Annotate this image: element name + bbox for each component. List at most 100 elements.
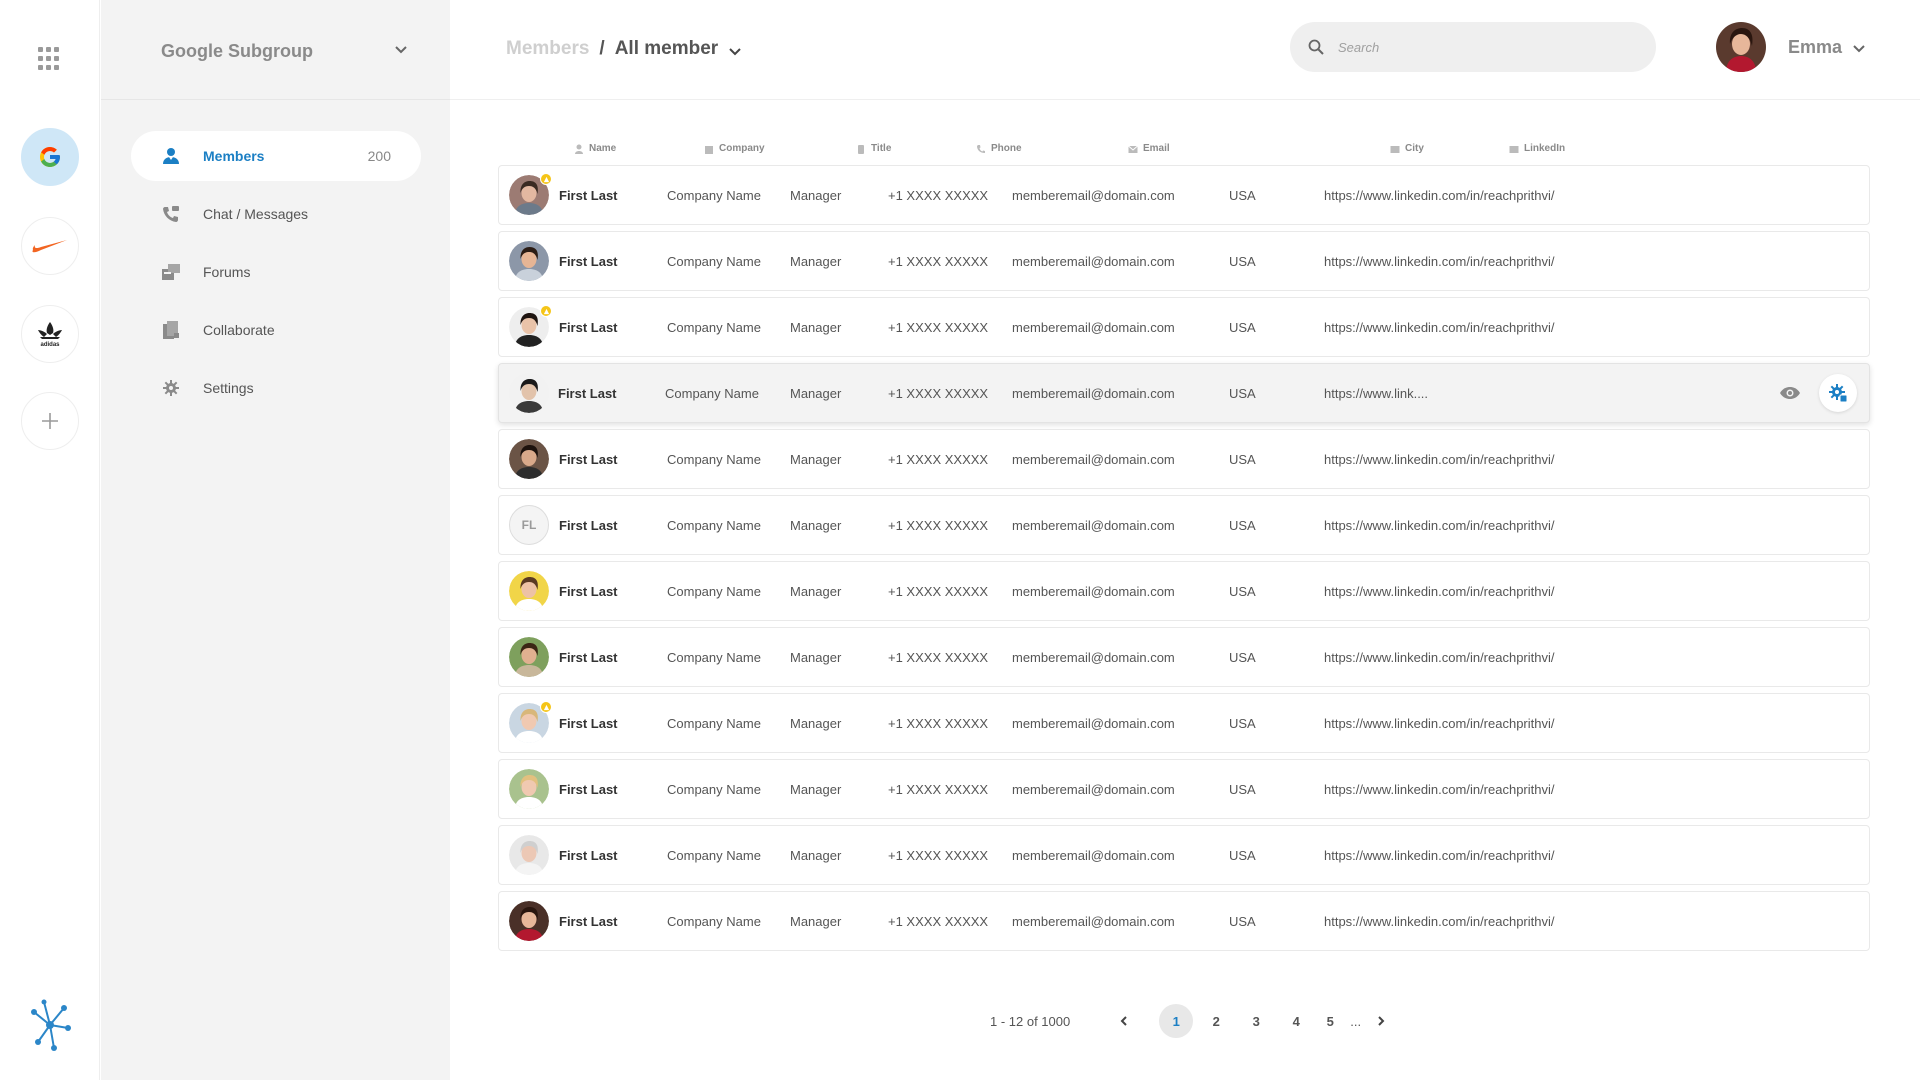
table-row[interactable]: First Last Company Name Manager +1 XXXX XXX… <box>498 759 1870 819</box>
cell-phone: +1 XXXX XXXXX <box>888 715 989 731</box>
add-org-button[interactable] <box>21 392 79 450</box>
member-avatar <box>509 769 549 809</box>
cell-name: First Last <box>559 583 618 599</box>
cell-linkedin[interactable]: https://www.linkedin.com/in/reachprithvi… <box>1324 649 1555 665</box>
cell-email[interactable]: memberemail@domain.com <box>1012 187 1175 203</box>
cell-city: USA <box>1229 385 1256 401</box>
column-header-city[interactable]: City <box>1390 143 1424 154</box>
cell-linkedin[interactable]: https://www.link.... <box>1324 385 1429 401</box>
cell-email[interactable]: memberemail@domain.com <box>1012 715 1175 731</box>
cell-email[interactable]: memberemail@domain.com <box>1012 913 1175 929</box>
column-header-email[interactable]: Email <box>1128 143 1170 154</box>
column-header-title[interactable]: Title <box>856 143 891 154</box>
cell-linkedin[interactable]: https://www.linkedin.com/in/reachprithvi… <box>1324 715 1555 731</box>
cell-email[interactable]: memberemail@domain.com <box>1012 319 1175 335</box>
breadcrumb-current-filter[interactable]: All member <box>614 38 719 59</box>
grid-dots-icon[interactable] <box>38 47 62 71</box>
network-icon[interactable] <box>26 998 74 1052</box>
table-row[interactable]: First Last Company Name Manager +1 XXXX XXX… <box>498 297 1870 357</box>
table-row[interactable]: First Last Company Name Manager +1 XXXX XXX… <box>498 891 1870 951</box>
table-row[interactable]: First Last Company Name Manager +1 XXXX XXX… <box>498 429 1870 489</box>
sidebar-item-label: Members <box>203 148 265 164</box>
sidebar-item-members[interactable]: Members 200 <box>131 131 421 181</box>
sidebar-divider <box>101 99 450 100</box>
cell-email[interactable]: memberemail@domain.com <box>1012 847 1175 863</box>
page-3-button[interactable]: 3 <box>1252 1013 1260 1029</box>
cell-name: First Last <box>559 187 618 203</box>
cell-linkedin[interactable]: https://www.linkedin.com/in/reachprithvi… <box>1324 583 1555 599</box>
cell-company: Company Name <box>667 583 761 599</box>
page-4-button[interactable]: 4 <box>1292 1013 1300 1029</box>
next-page-button[interactable] <box>1369 1009 1393 1033</box>
group-selector[interactable]: Google Subgroup <box>161 38 407 64</box>
cell-linkedin[interactable]: https://www.linkedin.com/in/reachprithvi… <box>1324 913 1555 929</box>
admin-badge-icon <box>540 305 552 317</box>
cell-email[interactable]: memberemail@domain.com <box>1012 517 1175 533</box>
org-google-button[interactable] <box>21 128 79 186</box>
page-2-button[interactable]: 2 <box>1212 1013 1220 1029</box>
prev-page-button[interactable] <box>1112 1009 1136 1033</box>
column-header-company[interactable]: Company <box>704 143 765 154</box>
plus-icon <box>42 413 58 429</box>
org-nike-button[interactable] <box>21 217 79 275</box>
cell-linkedin[interactable]: https://www.linkedin.com/in/reachprithvi… <box>1324 319 1555 335</box>
org-adidas-button[interactable]: adidas <box>21 305 79 363</box>
sidebar-item-label: Settings <box>203 380 254 396</box>
google-logo-icon <box>40 147 60 167</box>
cell-name: First Last <box>559 847 618 863</box>
svg-text:adidas: adidas <box>40 342 60 348</box>
table-row[interactable]: First Last Company Name Manager +1 XXXX XXX… <box>498 825 1870 885</box>
sidebar-item-forums[interactable]: Forums <box>131 247 421 297</box>
cell-email[interactable]: memberemail@domain.com <box>1012 781 1175 797</box>
table-row[interactable]: First Last Company Name Manager +1 XXXX XXX… <box>498 363 1870 423</box>
cell-linkedin[interactable]: https://www.linkedin.com/in/reachprithvi… <box>1324 781 1555 797</box>
chevron-down-icon <box>395 46 407 54</box>
cell-city: USA <box>1229 319 1256 335</box>
page-1-button[interactable]: 1 <box>1159 1004 1194 1038</box>
cell-city: USA <box>1229 253 1256 269</box>
cell-linkedin[interactable]: https://www.linkedin.com/in/reachprithvi… <box>1324 517 1555 533</box>
cell-name: First Last <box>559 781 618 797</box>
member-avatar <box>509 571 549 611</box>
table-row[interactable]: First Last Company Name Manager +1 XXXX XXX… <box>498 627 1870 687</box>
column-label: Company <box>719 143 765 154</box>
column-label: City <box>1405 143 1424 154</box>
cell-email[interactable]: memberemail@domain.com <box>1012 385 1175 401</box>
gear-settings-icon[interactable] <box>1819 374 1857 412</box>
member-icon <box>161 146 181 166</box>
sidebar-item-settings[interactable]: Settings <box>131 363 421 413</box>
sidebar-item-chat[interactable]: Chat / Messages <box>131 189 421 239</box>
cell-linkedin[interactable]: https://www.linkedin.com/in/reachprithvi… <box>1324 847 1555 863</box>
column-header-linkedin[interactable]: LinkedIn <box>1509 143 1565 154</box>
table-row[interactable]: First Last Company Name Manager +1 XXXX XXX… <box>498 231 1870 291</box>
search-input[interactable] <box>1338 39 1618 55</box>
cell-company: Company Name <box>667 715 761 731</box>
cell-linkedin[interactable]: https://www.linkedin.com/in/reachprithvi… <box>1324 187 1555 203</box>
cell-email[interactable]: memberemail@domain.com <box>1012 583 1175 599</box>
search-bar[interactable] <box>1290 22 1656 72</box>
mail-icon <box>1128 145 1138 153</box>
page-5-button[interactable]: 5 <box>1326 1013 1334 1029</box>
cell-linkedin[interactable]: https://www.linkedin.com/in/reachprithvi… <box>1324 451 1555 467</box>
cell-email[interactable]: memberemail@domain.com <box>1012 451 1175 467</box>
badge-icon <box>858 144 864 154</box>
chevron-down-icon[interactable] <box>728 44 742 58</box>
cell-linkedin[interactable]: https://www.linkedin.com/in/reachprithvi… <box>1324 253 1555 269</box>
user-name: Emma <box>1788 36 1843 57</box>
cell-name: First Last <box>559 913 618 929</box>
cell-email[interactable]: memberemail@domain.com <box>1012 649 1175 665</box>
breadcrumb-members-link[interactable]: Members <box>506 38 590 59</box>
user-menu[interactable]: Emma <box>1716 22 1866 72</box>
table-row[interactable]: FL First Last Company Name Manager +1 XXXX X… <box>498 495 1870 555</box>
sidebar-item-collaborate[interactable]: Collaborate <box>131 305 421 355</box>
eye-icon[interactable] <box>1771 374 1809 412</box>
cell-city: USA <box>1229 517 1256 533</box>
column-header-phone[interactable]: Phone <box>976 143 1022 154</box>
cell-email[interactable]: memberemail@domain.com <box>1012 253 1175 269</box>
table-row[interactable]: First Last Company Name Manager +1 XXXX XXX… <box>498 561 1870 621</box>
table-row[interactable]: First Last Company Name Manager +1 XXXX XXX… <box>498 165 1870 225</box>
cell-title: Manager <box>790 451 842 467</box>
table-row[interactable]: First Last Company Name Manager +1 XXXX XXX… <box>498 693 1870 753</box>
column-header-name[interactable]: Name <box>574 143 616 154</box>
row-actions <box>1771 374 1857 412</box>
